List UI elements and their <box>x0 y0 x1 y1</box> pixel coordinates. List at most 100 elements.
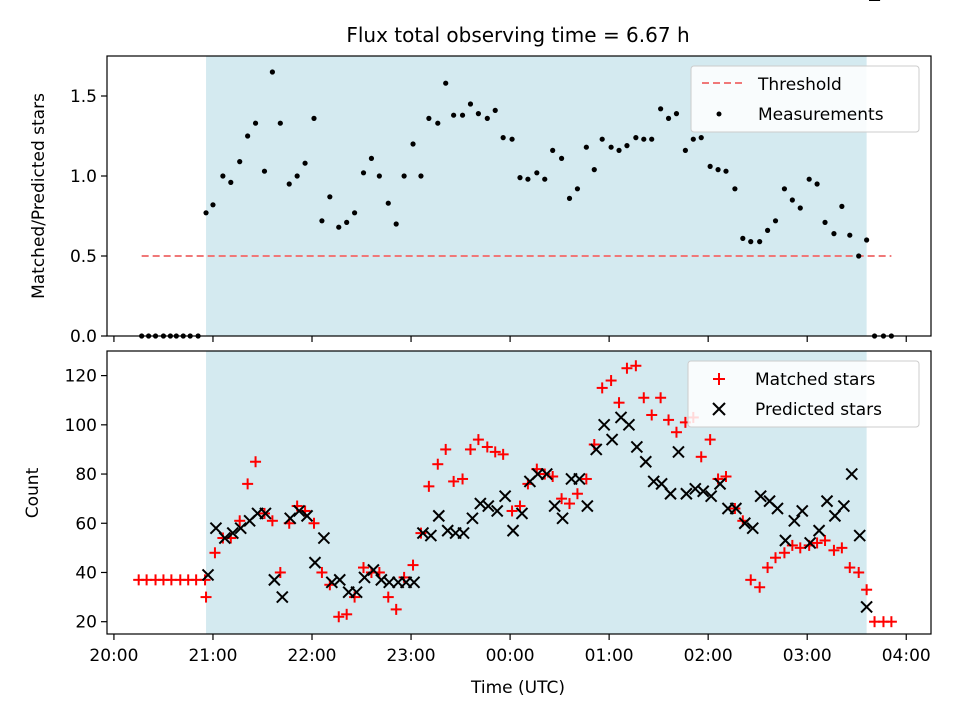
predicted-star-point <box>218 531 232 545</box>
measurement-point <box>311 115 317 121</box>
matched-star-point <box>613 397 625 409</box>
measurement-point <box>715 167 721 173</box>
matched-star-point <box>506 505 518 517</box>
legend-matched-swatch <box>713 373 725 385</box>
measurement-point <box>228 179 234 185</box>
top-x-ticks <box>113 336 907 342</box>
matched-star-point <box>811 537 823 549</box>
matched-star-point <box>266 515 278 527</box>
predicted-star-point <box>689 482 702 496</box>
measurement-point <box>302 160 308 166</box>
matched-star-point <box>250 456 262 468</box>
bottom-panel: 20 40 60 80 100 120 20:00 21:00 22:00 23:00 00:00… <box>23 0 932 698</box>
matched-star-point <box>448 475 460 487</box>
measurement-point <box>492 107 498 113</box>
legend-matched-label: Matched stars <box>755 370 875 390</box>
y-tick-label: 100 <box>65 416 97 436</box>
predicted-star-point <box>407 576 421 589</box>
predicted-star-point <box>201 568 215 582</box>
predicted-star-point <box>803 536 817 550</box>
predicted-star-point <box>358 571 371 584</box>
predicted-star-point <box>853 529 866 542</box>
predicted-star-point <box>796 504 809 518</box>
bottom-legend: Matched stars Predicted stars <box>687 360 920 428</box>
matched-star-point <box>423 480 435 492</box>
matched-star-point <box>382 591 394 603</box>
measurement-point <box>616 147 622 153</box>
matched-star-point <box>407 559 419 571</box>
matched-star-point <box>316 566 328 578</box>
x-tick-label: 03:00 <box>783 646 832 666</box>
measurement-point <box>203 210 209 216</box>
bottom-y-axis-label: Count <box>23 467 43 518</box>
measurement-point <box>757 239 763 245</box>
measurement-point <box>418 173 424 179</box>
measurement-point <box>665 115 672 121</box>
predicted-star-point <box>284 512 297 525</box>
measurement-point <box>856 253 862 259</box>
measurement-points <box>139 69 894 339</box>
measurement-point <box>847 232 853 238</box>
predicted-star-point <box>209 521 223 535</box>
measurement-point <box>525 176 531 182</box>
predicted-star-point <box>860 600 873 614</box>
predicted-star-point <box>788 514 801 528</box>
matched-star-point <box>358 562 370 574</box>
matched-star-point <box>885 616 897 628</box>
matched-star-point <box>828 544 840 556</box>
predicted-star-point <box>655 477 668 491</box>
matched-star-point <box>794 542 806 554</box>
measurement-point <box>435 120 441 126</box>
measurement-point <box>732 186 738 192</box>
predicted-star-point <box>234 521 247 535</box>
measurement-point <box>351 210 358 216</box>
matched-star-point <box>472 434 484 446</box>
matched-star-point <box>844 562 856 574</box>
predicted-star-point <box>466 512 479 525</box>
predicted-star-point <box>506 524 520 537</box>
matched-star-point <box>786 539 798 551</box>
y-tick-label: 40 <box>75 563 97 583</box>
predicted-star-point <box>581 499 594 513</box>
legend-measurements-swatch <box>716 111 722 117</box>
predicted-star-point <box>540 467 553 481</box>
measurement-point <box>723 168 729 174</box>
matched-star-point <box>481 441 493 453</box>
measurement-point <box>831 231 837 237</box>
predicted-star-point <box>308 556 322 569</box>
matched-star-point <box>638 392 650 404</box>
predicted-star-point <box>697 485 710 498</box>
matched-star-point <box>754 581 766 593</box>
predicted-star-point <box>424 529 438 542</box>
bottom-y-ticks: 20 40 60 80 100 120 <box>65 367 107 633</box>
measurement-point <box>566 195 573 201</box>
matched-star-point <box>489 446 501 458</box>
measurement-point <box>410 141 416 147</box>
measurement-point <box>475 111 481 117</box>
matched-star-point <box>415 527 427 539</box>
measurement-point <box>459 112 466 118</box>
measurement-point <box>574 186 581 192</box>
matched-star-point <box>670 426 682 438</box>
matched-star-point <box>646 409 658 421</box>
predicted-star-point <box>779 534 792 547</box>
predicted-star-point <box>416 526 430 540</box>
matched-star-point <box>571 488 583 500</box>
measurement-point <box>641 136 647 142</box>
predicted-star-point <box>812 524 826 537</box>
matched-star-point <box>432 458 444 470</box>
measurement-point <box>740 235 746 241</box>
measurement-point <box>673 111 680 117</box>
predicted-star-point <box>746 521 759 535</box>
matched-star-point <box>564 498 576 510</box>
y-tick-label: 1.5 <box>70 87 97 107</box>
predicted-star-point <box>590 443 603 456</box>
matched-star-point <box>514 500 526 512</box>
x-tick-label: 00:00 <box>486 646 535 666</box>
measurement-point <box>583 144 589 150</box>
matched-star-point <box>440 443 452 455</box>
matched-star-point <box>242 478 254 490</box>
measurement-point <box>534 170 540 176</box>
measurement-point <box>393 221 399 227</box>
